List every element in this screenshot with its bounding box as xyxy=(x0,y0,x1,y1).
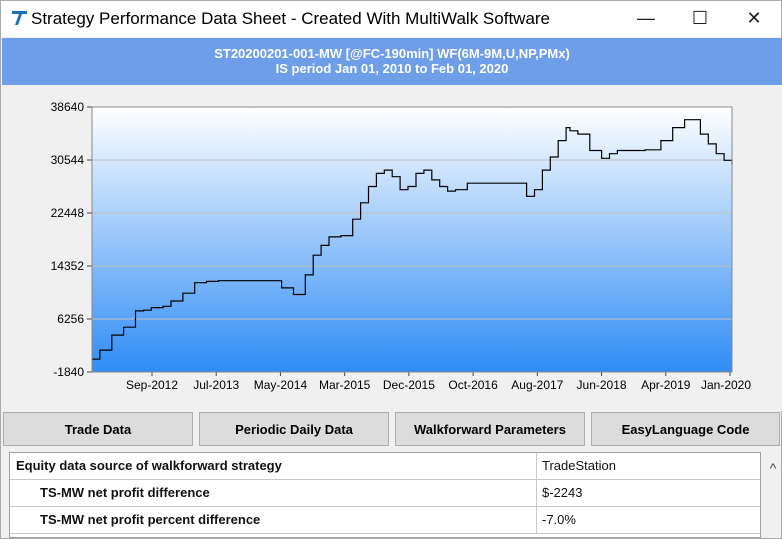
window-title: Strategy Performance Data Sheet - Create… xyxy=(31,9,551,28)
grid-row-label: Equity data source of walkforward strate… xyxy=(10,453,537,480)
multiwalk-logo-icon xyxy=(12,11,27,25)
grid-row-label: TS-MW net profit difference xyxy=(10,480,537,507)
x-tick-label: Mar-2015 xyxy=(319,378,371,392)
x-tick-label: Jun-2018 xyxy=(577,378,627,392)
x-tick-label: Jan-2020 xyxy=(701,378,751,392)
plot-background xyxy=(92,107,732,372)
y-tick-label: 14352 xyxy=(51,259,85,273)
grid-row-label: TS-MW net profit percent difference xyxy=(10,507,537,534)
maximize-button[interactable]: ☐ xyxy=(691,7,709,28)
grid-row-value: -7.0% xyxy=(542,512,576,527)
walkforward-parameters-button[interactable]: Walkforward Parameters xyxy=(395,412,585,446)
plot-border xyxy=(91,106,733,373)
is-period: IS period Jan 01, 2010 to Feb 01, 2020 xyxy=(275,61,509,76)
equity-chart: 38640 30544 22448 14352 6256 -1840 Sep-2012 Ju… xyxy=(2,85,782,411)
grid-row[interactable]: Equity data source of walkforward strate… xyxy=(10,453,760,480)
strategy-name: ST20200201-001-MW [@FC-190min] WF(6M-9M,… xyxy=(214,46,570,61)
equity-line xyxy=(92,119,733,360)
x-tick-label: Aug-2017 xyxy=(511,378,563,392)
grid-row[interactable]: TS-MW net profit percent difference -7.0… xyxy=(10,507,760,534)
x-tick-label: Oct-2016 xyxy=(448,378,498,392)
close-button[interactable]: ✕ xyxy=(746,7,762,28)
y-tick-label: 6256 xyxy=(57,312,84,326)
y-tick-label: 22448 xyxy=(51,206,85,220)
action-buttons: Trade Data Periodic Daily Data Walkforwa… xyxy=(1,412,782,448)
y-tick-label: 30544 xyxy=(51,153,85,167)
minimize-button[interactable]: — xyxy=(637,7,655,28)
y-tick-label: 38640 xyxy=(51,100,85,114)
equity-chart-svg: 38640 30544 22448 14352 6256 -1840 Sep-2012 Ju… xyxy=(51,100,752,392)
strategy-banner: ST20200201-001-MW [@FC-190min] WF(6M-9M,… xyxy=(2,38,782,85)
x-tick-label: Sep-2012 xyxy=(126,378,178,392)
title-bar: Strategy Performance Data Sheet - Create… xyxy=(1,1,781,37)
x-tick-label: Jul-2013 xyxy=(193,378,239,392)
x-tick-label: May-2014 xyxy=(254,378,308,392)
trade-data-button[interactable]: Trade Data xyxy=(3,412,193,446)
easylanguage-code-button[interactable]: EasyLanguage Code xyxy=(591,412,780,446)
grid-row[interactable]: TS-MW net profit difference $-2243 xyxy=(10,480,760,507)
stats-grid: Equity data source of walkforward strate… xyxy=(9,452,761,538)
scroll-up-arrow-icon[interactable]: ^ xyxy=(769,460,777,476)
y-tick-label: -1840 xyxy=(53,365,84,379)
periodic-daily-data-button[interactable]: Periodic Daily Data xyxy=(199,412,389,446)
x-tick-label: Apr-2019 xyxy=(641,378,691,392)
x-tick-label: Dec-2015 xyxy=(383,378,435,392)
grid-row-value: $-2243 xyxy=(542,485,583,500)
grid-row-value: TradeStation xyxy=(542,458,616,473)
